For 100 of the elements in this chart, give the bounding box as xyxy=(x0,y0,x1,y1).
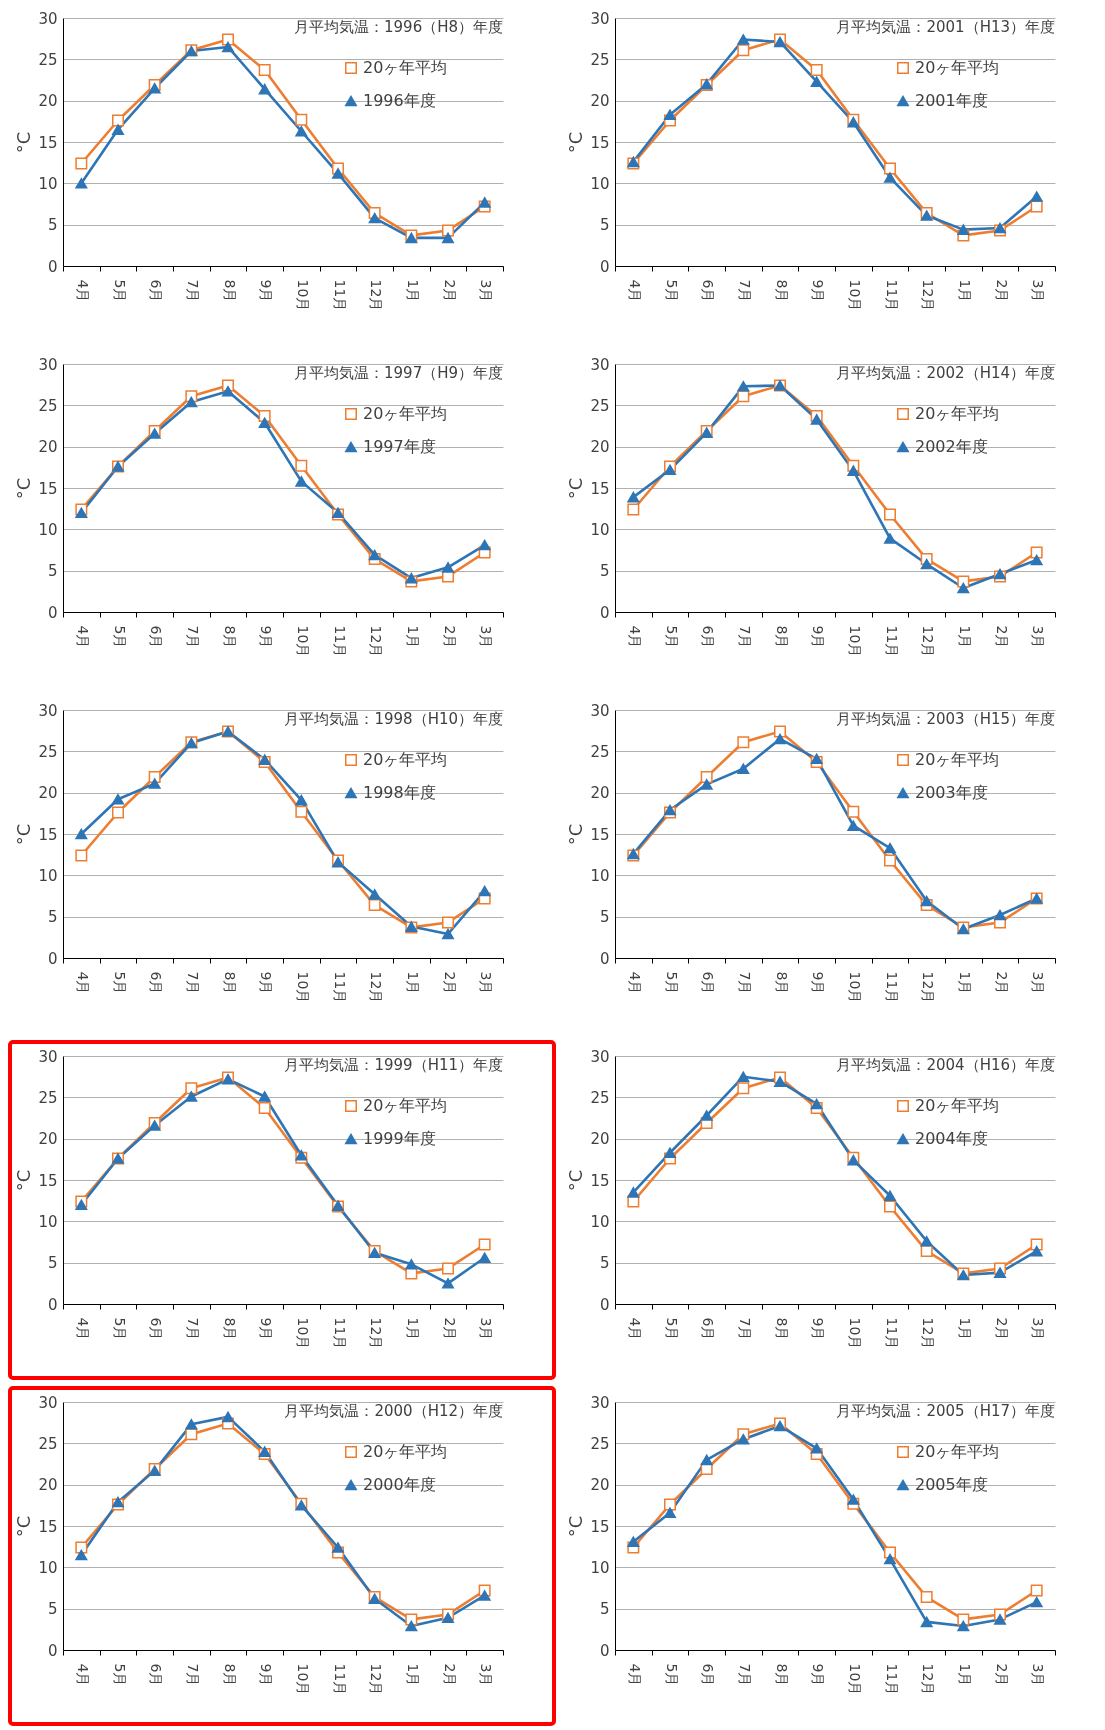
x-tick-label: 12月 xyxy=(368,971,385,1004)
x-tick-label: 1月 xyxy=(404,1663,421,1687)
y-tick-label: 0 xyxy=(599,257,610,276)
x-tick-label: 11月 xyxy=(331,1663,348,1696)
y-tick-label: 25 xyxy=(590,1088,610,1107)
y-tick-label: 15 xyxy=(590,825,610,844)
x-tick-label: 5月 xyxy=(663,625,680,649)
y-axis-title: °C xyxy=(13,1515,35,1538)
chart-title: 月平均気温：1996（H8）年度 xyxy=(294,18,503,36)
x-tick-label: 12月 xyxy=(368,1317,385,1350)
y-tick-label: 30 xyxy=(590,355,610,374)
x-tick-label: 4月 xyxy=(74,1663,91,1687)
x-tick-label: 2月 xyxy=(441,625,458,649)
y-tick-label: 30 xyxy=(590,9,610,28)
legend-label: 20ヶ年平均 xyxy=(915,404,1000,423)
legend-label: 20ヶ年平均 xyxy=(363,1442,448,1461)
x-tick-label: 8月 xyxy=(773,1663,790,1687)
y-axis-title: °C xyxy=(13,477,35,500)
x-tick-label: 4月 xyxy=(74,1317,91,1341)
x-tick-label: 6月 xyxy=(700,971,717,995)
legend-label: 20ヶ年平均 xyxy=(915,1442,1000,1461)
x-tick-label: 4月 xyxy=(74,971,91,995)
x-tick-label: 11月 xyxy=(883,1317,900,1350)
y-tick-label: 30 xyxy=(590,701,610,720)
x-tick-label: 9月 xyxy=(258,279,275,303)
y-tick-label: 25 xyxy=(590,1434,610,1453)
x-tick-label: 5月 xyxy=(663,1663,680,1687)
x-tick-label: 1月 xyxy=(404,1317,421,1341)
y-axis-title: °C xyxy=(565,1515,587,1538)
x-tick-label: 8月 xyxy=(773,279,790,303)
y-tick-label: 15 xyxy=(590,1171,610,1190)
y-tick-label: 30 xyxy=(38,355,58,374)
x-tick-label: 6月 xyxy=(148,971,165,995)
x-tick-label: 2月 xyxy=(993,625,1010,649)
x-tick-label: 6月 xyxy=(148,1317,165,1341)
y-tick-label: 30 xyxy=(38,701,58,720)
y-tick-label: 20 xyxy=(38,1476,58,1495)
legend-label: 2001年度 xyxy=(915,91,988,110)
x-tick-label: 10月 xyxy=(846,1317,863,1350)
x-tick-label: 3月 xyxy=(1030,1317,1047,1341)
y-tick-label: 0 xyxy=(47,949,58,968)
x-tick-label: 10月 xyxy=(846,625,863,658)
x-tick-label: 3月 xyxy=(478,625,495,649)
x-tick-label: 3月 xyxy=(478,971,495,995)
x-tick-label: 6月 xyxy=(148,1663,165,1687)
x-tick-label: 5月 xyxy=(111,625,128,649)
y-tick-label: 20 xyxy=(38,784,58,803)
x-tick-label: 3月 xyxy=(1030,279,1047,303)
x-tick-label: 8月 xyxy=(773,971,790,995)
x-tick-label: 1月 xyxy=(956,1663,973,1687)
legend-label: 20ヶ年平均 xyxy=(915,750,1000,769)
y-tick-label: 0 xyxy=(47,603,58,622)
y-tick-label: 15 xyxy=(590,1517,610,1536)
y-axis-title: °C xyxy=(565,131,587,154)
x-tick-label: 10月 xyxy=(846,971,863,1004)
x-tick-label: 10月 xyxy=(846,1663,863,1696)
y-tick-label: 20 xyxy=(38,92,58,111)
y-tick-label: 5 xyxy=(47,908,58,927)
x-tick-label: 10月 xyxy=(294,1663,311,1696)
y-tick-label: 25 xyxy=(590,50,610,69)
x-tick-label: 1月 xyxy=(404,625,421,649)
x-tick-label: 3月 xyxy=(1030,625,1047,649)
legend-label: 2002年度 xyxy=(915,437,988,456)
x-tick-label: 12月 xyxy=(920,1663,937,1696)
y-tick-label: 25 xyxy=(38,742,58,761)
x-tick-label: 1月 xyxy=(404,971,421,995)
x-tick-label: 5月 xyxy=(111,1317,128,1341)
y-tick-label: 15 xyxy=(38,479,58,498)
legend-label: 1997年度 xyxy=(363,437,436,456)
y-tick-label: 10 xyxy=(590,866,610,885)
chart-title: 月平均気温：2003（H15）年度 xyxy=(836,710,1055,728)
y-tick-label: 5 xyxy=(47,216,58,235)
y-tick-label: 5 xyxy=(599,908,610,927)
y-tick-label: 5 xyxy=(599,562,610,581)
legend-label: 20ヶ年平均 xyxy=(915,58,1000,77)
y-tick-label: 5 xyxy=(47,562,58,581)
x-tick-label: 5月 xyxy=(111,1663,128,1687)
x-tick-label: 11月 xyxy=(883,279,900,312)
legend-label: 2004年度 xyxy=(915,1129,988,1148)
x-tick-label: 2月 xyxy=(441,1663,458,1687)
legend-label: 20ヶ年平均 xyxy=(363,750,448,769)
x-tick-label: 8月 xyxy=(221,625,238,649)
x-tick-label: 5月 xyxy=(663,971,680,995)
y-tick-label: 15 xyxy=(38,133,58,152)
y-tick-label: 25 xyxy=(590,396,610,415)
x-tick-label: 11月 xyxy=(331,1317,348,1350)
x-tick-label: 2月 xyxy=(441,971,458,995)
x-tick-label: 10月 xyxy=(294,279,311,312)
y-tick-label: 20 xyxy=(590,92,610,111)
x-tick-label: 7月 xyxy=(184,1663,201,1687)
x-tick-label: 9月 xyxy=(258,971,275,995)
x-tick-label: 6月 xyxy=(700,1663,717,1687)
x-tick-label: 2月 xyxy=(993,279,1010,303)
x-tick-label: 4月 xyxy=(626,1663,643,1687)
y-tick-label: 25 xyxy=(38,1434,58,1453)
x-tick-label: 1月 xyxy=(956,1317,973,1341)
x-tick-label: 12月 xyxy=(368,279,385,312)
y-tick-label: 30 xyxy=(38,9,58,28)
x-tick-label: 5月 xyxy=(663,279,680,303)
y-tick-label: 0 xyxy=(47,257,58,276)
